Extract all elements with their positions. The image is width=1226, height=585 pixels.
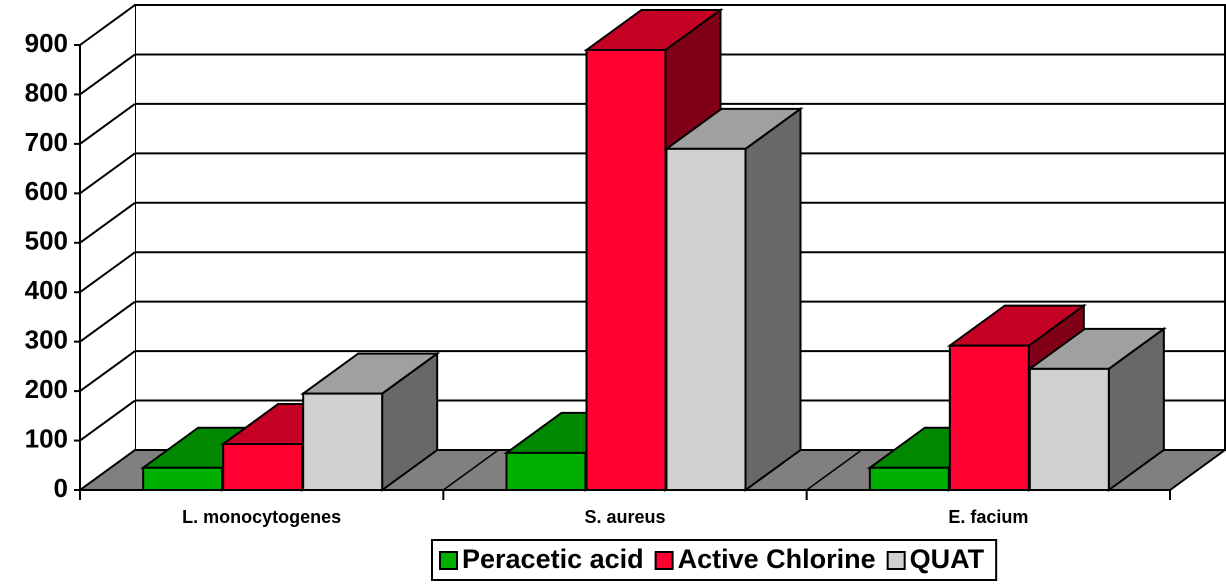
bar-side <box>744 106 802 492</box>
legend-swatch <box>654 551 674 570</box>
grid-line-side <box>79 300 136 343</box>
y-tick-label: 500 <box>25 226 68 256</box>
left-wall <box>80 5 135 490</box>
grid-line-side <box>79 4 136 46</box>
y-tick-label: 0 <box>54 473 68 503</box>
x-tick-label: L. monocytogenes <box>182 507 341 527</box>
bar <box>585 48 667 491</box>
y-tick-label: 800 <box>25 77 68 107</box>
grid-line-side <box>79 201 136 244</box>
y-tick-label: 400 <box>25 275 68 305</box>
legend-swatch <box>439 551 458 570</box>
floor-divider <box>806 449 863 491</box>
legend-label: QUAT <box>910 544 985 574</box>
bar <box>665 147 747 491</box>
bar <box>505 451 587 491</box>
legend-label: Peracetic acid <box>462 544 644 574</box>
grid-line-side <box>79 251 136 294</box>
grid-line-side <box>79 103 136 145</box>
legend-swatch <box>886 551 906 570</box>
bar <box>1028 367 1110 491</box>
x-tick-label: S. aureus <box>584 507 665 527</box>
bar <box>302 392 384 492</box>
x-tick-label: E. facium <box>948 507 1028 527</box>
y-tick-label: 100 <box>25 423 68 453</box>
y-tick-label: 900 <box>25 28 68 58</box>
floor-divider <box>442 449 499 491</box>
bar <box>868 466 950 491</box>
grid-line-side <box>79 53 136 96</box>
grid-line-side <box>79 350 136 392</box>
y-tick-label: 700 <box>25 127 68 157</box>
y-tick-label: 300 <box>25 325 68 355</box>
grid-line-side <box>79 399 136 442</box>
bar <box>948 344 1030 491</box>
legend-label: Active Chlorine <box>678 544 876 574</box>
bar <box>142 466 224 491</box>
y-tick-label: 600 <box>25 176 68 206</box>
y-tick-label: 200 <box>25 374 68 404</box>
bar <box>222 443 304 491</box>
grid-line-side <box>79 152 136 195</box>
